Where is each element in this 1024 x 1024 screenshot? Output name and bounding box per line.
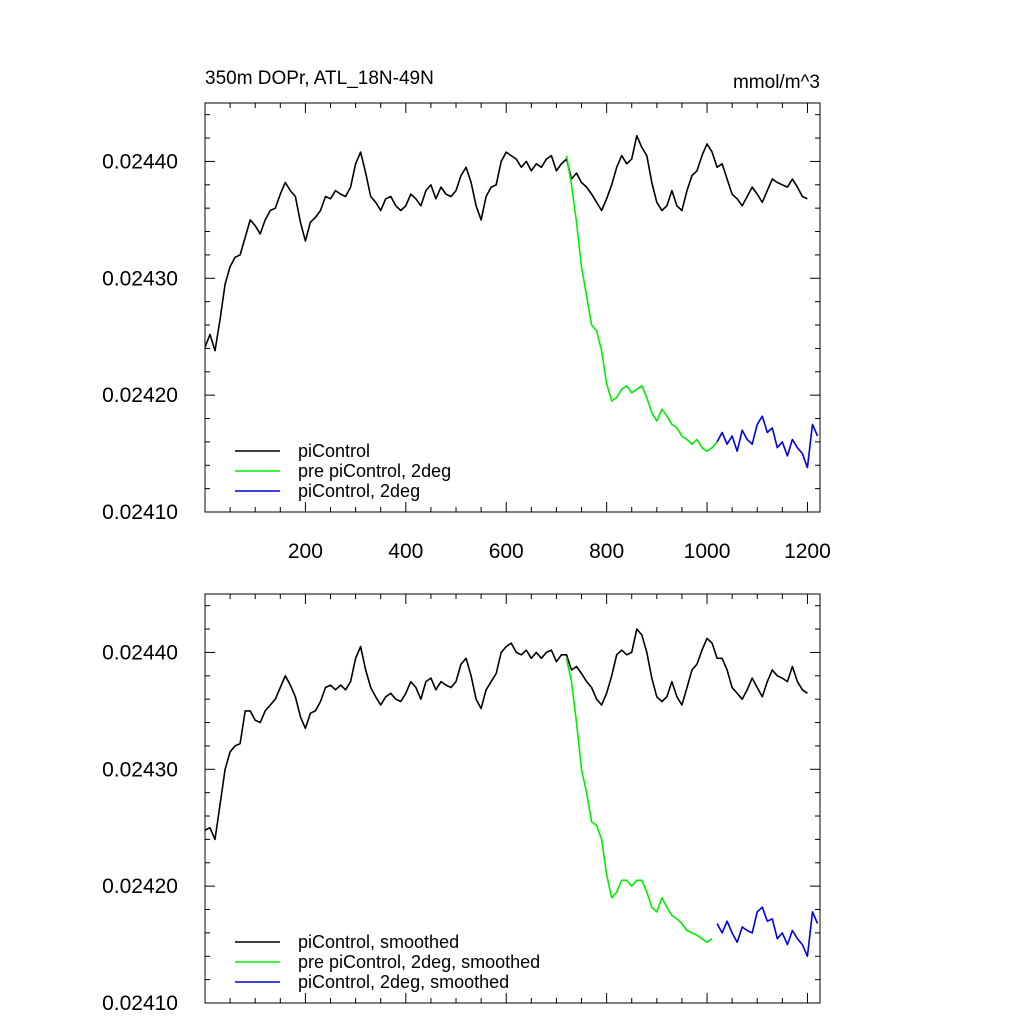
y-tick-label: 0.02420: [102, 384, 178, 407]
legend-label-deg2: piControl, 2deg: [298, 481, 420, 501]
y-tick-label: 0.02410: [102, 992, 178, 1015]
bottom-panel: 0.02410 0.02420 0.02430 0.02440 piControl, s…: [102, 593, 821, 1015]
series-line-pre: [565, 658, 713, 944]
legend-label-deg2: piControl, 2deg, smoothed: [298, 972, 509, 992]
series-line-pre: [565, 155, 718, 453]
legend-label-piControl: piControl, smoothed: [298, 932, 459, 952]
x-tick-label: 400: [388, 540, 423, 563]
y-tick-label: 0.02410: [102, 501, 178, 524]
chart-title-left: 350m DOPr, ATL_18N-49N: [205, 68, 434, 89]
series-line-piControl: [204, 628, 808, 841]
y-tick-label: 0.02440: [102, 150, 178, 173]
series-line-deg2: [716, 415, 819, 469]
y-tick-label: 0.02430: [102, 267, 178, 290]
legend-label-piControl: piControl: [298, 441, 370, 461]
y-tick-label: 0.02420: [102, 875, 178, 898]
x-tick-label: 200: [288, 540, 323, 563]
x-tick-label: 1200: [784, 540, 831, 563]
legend-label-pre: pre piControl, 2deg, smoothed: [298, 952, 540, 972]
y-tick-label: 0.02430: [102, 758, 178, 781]
plot-frame: [204, 102, 821, 513]
x-tick-label: 1000: [684, 540, 731, 563]
x-tick-label: 800: [589, 540, 624, 563]
top-panel: 200 400 600 800 1000 1200 0.02410 0.02420 0.0243…: [102, 102, 831, 563]
series-line-deg2: [716, 906, 819, 958]
plot-frame: [204, 593, 821, 1004]
series-line-piControl: [204, 134, 808, 352]
y-tick-label: 0.02440: [102, 641, 178, 664]
chart-title-right: mmol/m^3: [733, 72, 820, 93]
legend-label-pre: pre piControl, 2deg: [298, 461, 451, 481]
x-tick-label: 600: [489, 540, 524, 563]
